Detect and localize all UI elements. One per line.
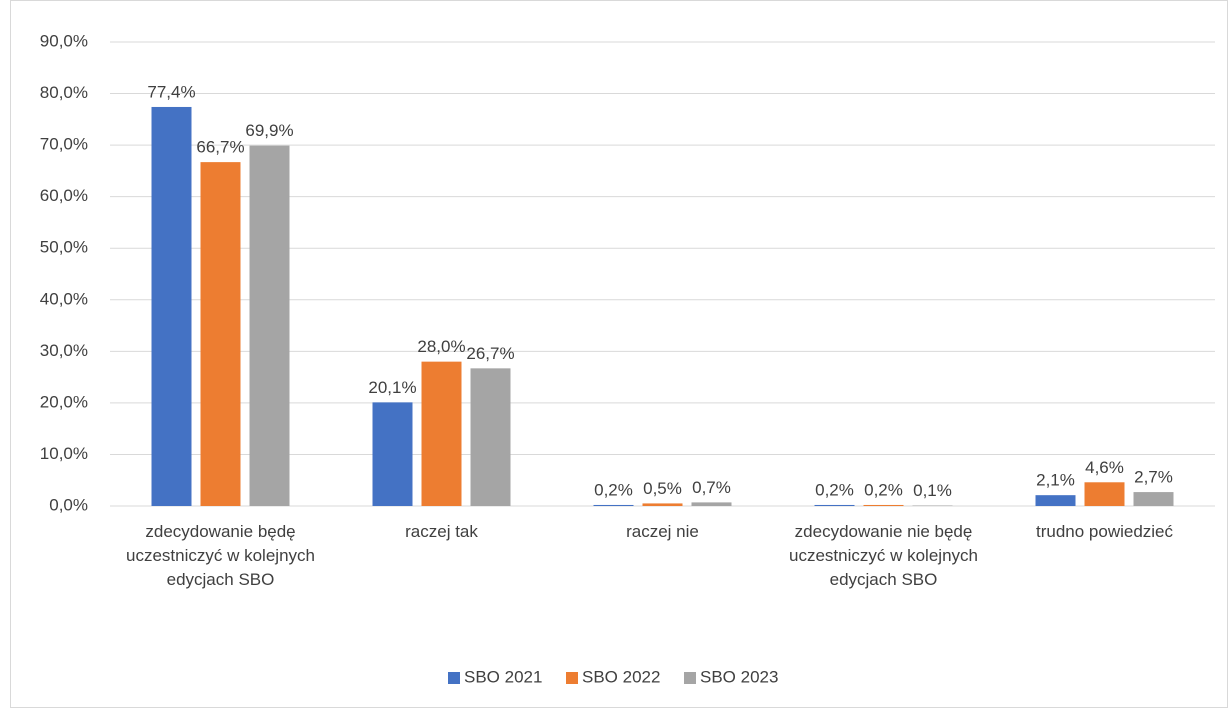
- data-label: 69,9%: [245, 121, 293, 140]
- y-tick-label: 20,0%: [40, 392, 88, 411]
- data-label: 0,2%: [815, 480, 854, 499]
- y-tick-label: 60,0%: [40, 186, 88, 205]
- y-tick-label: 80,0%: [40, 83, 88, 102]
- bar: [1084, 482, 1125, 506]
- bar: [372, 402, 413, 506]
- data-label: 0,1%: [913, 481, 952, 500]
- bar: [200, 162, 241, 506]
- x-tick-label: raczej tak: [405, 522, 478, 541]
- y-tick-label: 40,0%: [40, 289, 88, 308]
- data-label: 2,1%: [1036, 471, 1075, 490]
- x-tick-label: raczej nie: [626, 522, 699, 541]
- bar: [642, 503, 683, 506]
- bar: [249, 145, 290, 507]
- y-tick-label: 10,0%: [40, 444, 88, 463]
- data-label: 0,5%: [643, 479, 682, 498]
- data-label: 2,7%: [1134, 468, 1173, 487]
- data-label: 0,7%: [692, 478, 731, 497]
- x-tick-label: trudno powiedzieć: [1035, 522, 1174, 541]
- bar: [814, 504, 855, 506]
- y-tick-label: 90,0%: [40, 31, 88, 50]
- bar: [912, 505, 953, 506]
- y-tick-label: 70,0%: [40, 135, 88, 154]
- bar: [470, 368, 511, 506]
- legend-swatch: [566, 672, 578, 684]
- data-label: 77,4%: [147, 82, 195, 101]
- data-label: 0,2%: [594, 480, 633, 499]
- data-label: 4,6%: [1085, 458, 1124, 477]
- legend-swatch: [684, 672, 696, 684]
- bar: [1035, 495, 1076, 506]
- x-tick-label: zdecydowanie będę uczestniczyć w kolejny…: [126, 522, 315, 589]
- bar: [691, 502, 732, 506]
- data-label: 26,7%: [466, 344, 514, 363]
- bar: [593, 504, 634, 506]
- y-tick-label: 0,0%: [49, 495, 88, 514]
- data-label: 28,0%: [417, 337, 465, 356]
- legend-swatch: [448, 672, 460, 684]
- data-label: 0,2%: [864, 480, 903, 499]
- chart-border: [10, 0, 1228, 708]
- data-label: 20,1%: [368, 378, 416, 397]
- data-label: 66,7%: [196, 138, 244, 157]
- legend-label: SBO 2022: [582, 667, 660, 686]
- bar: [1133, 492, 1174, 506]
- bar: [863, 504, 904, 506]
- y-tick-label: 50,0%: [40, 238, 88, 257]
- legend-label: SBO 2021: [464, 667, 542, 686]
- bar: [421, 361, 462, 506]
- x-tick-label: zdecydowanie nie będę uczestniczyć w kol…: [789, 522, 978, 589]
- legend-label: SBO 2023: [700, 667, 778, 686]
- bar: [151, 106, 192, 507]
- y-tick-label: 30,0%: [40, 341, 88, 360]
